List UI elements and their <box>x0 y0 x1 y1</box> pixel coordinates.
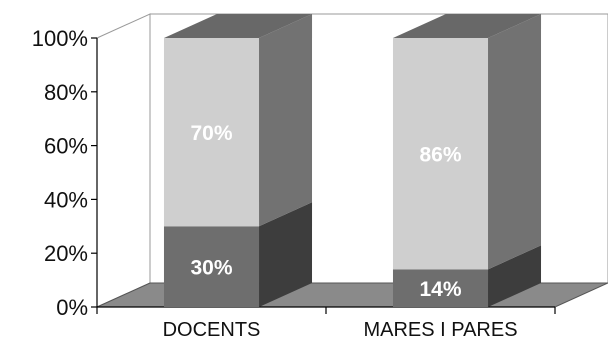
bar-side <box>259 14 313 227</box>
bar-front <box>392 38 489 270</box>
bar-front <box>163 226 260 307</box>
bar-side <box>488 14 542 270</box>
data-label: 14% <box>419 278 461 301</box>
y-tick-label: 20% <box>44 241 88 266</box>
data-label: 86% <box>419 144 461 167</box>
x-category-label: MARES I PARES <box>363 319 517 340</box>
category-labels: DOCENTS MARES I PARES <box>163 319 518 340</box>
bar-top <box>392 14 542 38</box>
y-tick-label: 40% <box>44 187 88 212</box>
side-wall <box>96 13 151 308</box>
bar-top <box>163 14 313 38</box>
data-label: 70% <box>190 122 232 145</box>
y-tick-label: 0% <box>56 295 88 320</box>
y-axis-ticks: 0% 20% 40% 60% 80% 100% <box>32 26 97 320</box>
x-axis-ticks <box>96 307 556 314</box>
y-tick-label: 100% <box>32 26 88 51</box>
data-label: 30% <box>190 257 232 280</box>
y-tick-label: 80% <box>44 80 88 105</box>
x-category-label: DOCENTS <box>163 319 261 340</box>
bars: 30% 70% 14% 86% <box>163 14 542 307</box>
bar-side <box>488 245 542 307</box>
y-tick-label: 60% <box>44 134 88 159</box>
bar-side <box>259 202 313 307</box>
bar-front <box>163 38 260 227</box>
bar-front <box>392 269 489 307</box>
